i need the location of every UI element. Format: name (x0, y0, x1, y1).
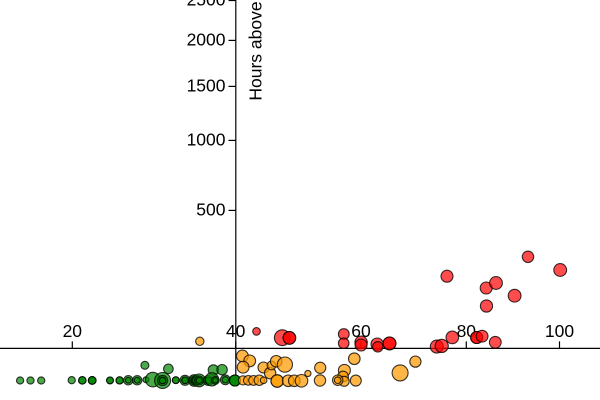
svg-text:1500: 1500 (187, 76, 226, 96)
svg-text:20: 20 (63, 321, 83, 341)
svg-text:2000: 2000 (187, 30, 226, 50)
svg-text:60: 60 (351, 321, 371, 341)
svg-text:1000: 1000 (187, 130, 226, 150)
svg-text:Hours above: Hours above (246, 1, 266, 100)
svg-text:100: 100 (545, 321, 574, 341)
svg-text:2500: 2500 (187, 0, 226, 10)
svg-text:40: 40 (226, 321, 246, 341)
svg-text:500: 500 (196, 200, 225, 220)
